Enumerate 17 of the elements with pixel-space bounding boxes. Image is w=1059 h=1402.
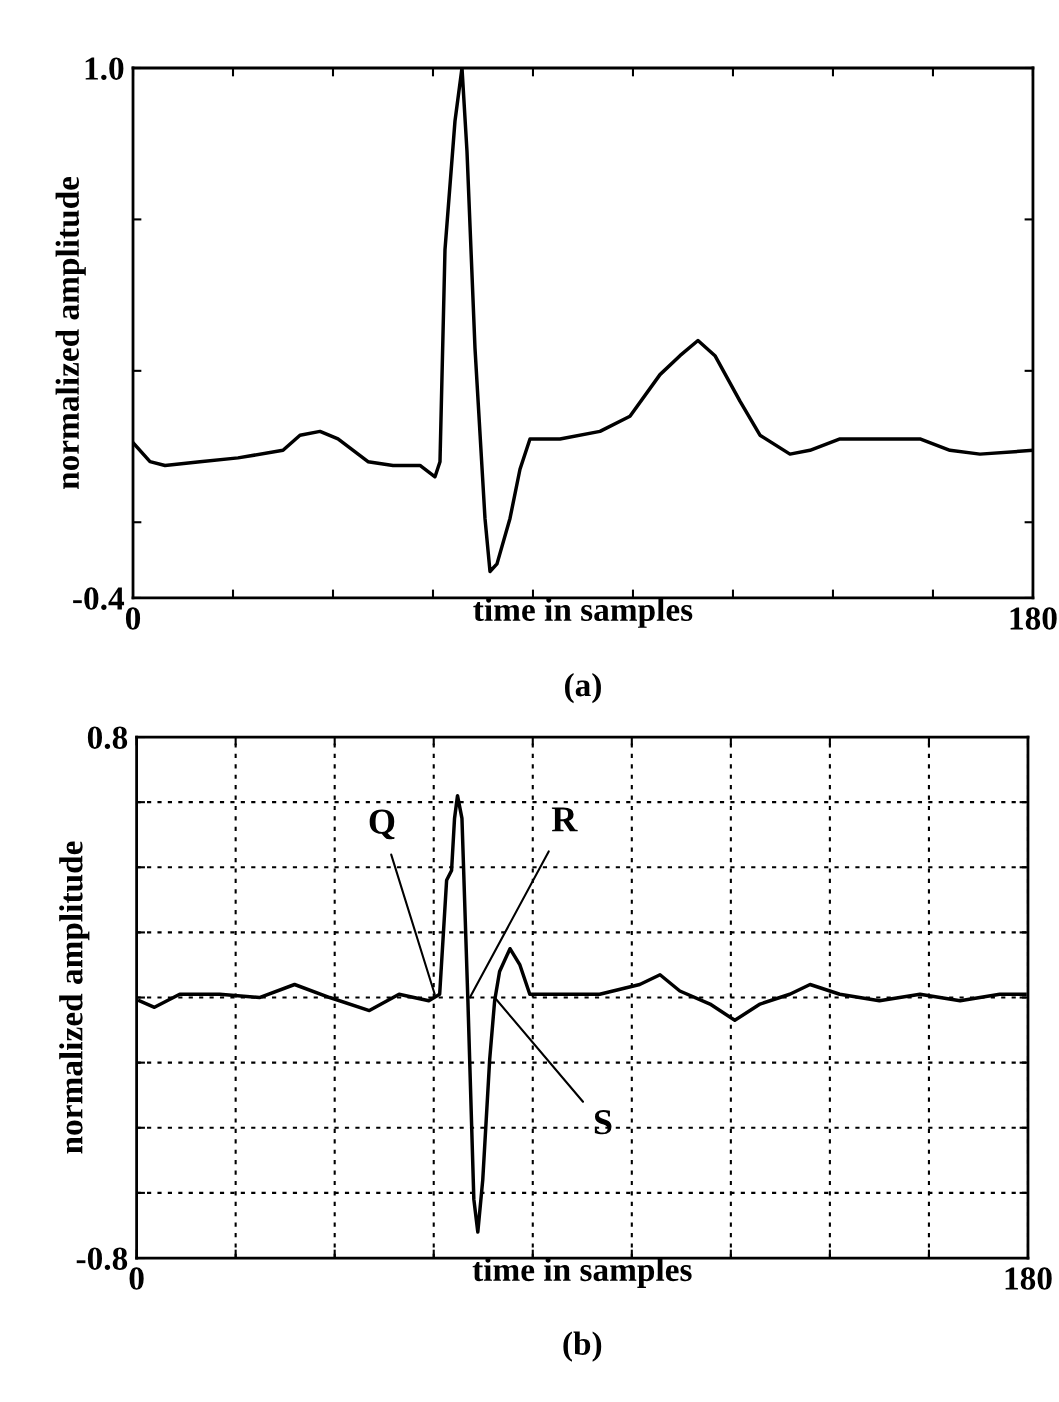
- x-tick-label: 180: [1005, 1267, 1052, 1290]
- x-tick-label: 180: [1010, 607, 1057, 630]
- y-tick-label: 1.0: [85, 57, 124, 81]
- y-axis-title: normalized amplitude: [55, 176, 86, 490]
- y-axis-title: normalized amplitude: [59, 841, 90, 1154]
- annotation: S: [594, 1110, 612, 1135]
- y-tick-label: 0.8: [87, 726, 128, 750]
- x-tick-label: 0: [129, 1267, 144, 1290]
- x-tick-label: 0: [125, 607, 141, 630]
- annotation: Q: [369, 809, 395, 840]
- x-axis-title: time in samples: [472, 1257, 692, 1288]
- text: (b): [563, 1331, 602, 1362]
- y-tick-label: -0.8: [76, 1247, 128, 1271]
- x-axis-title: time in samples: [473, 597, 693, 628]
- text: (a): [565, 672, 601, 704]
- y-tick-label: -0.4: [73, 587, 125, 610]
- annotation: R: [551, 807, 578, 832]
